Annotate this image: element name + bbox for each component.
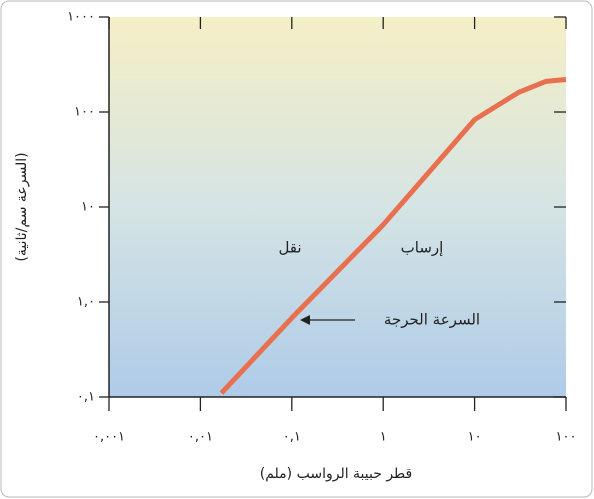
- annotation: السرعة الحرجة: [384, 311, 480, 329]
- y-tick-label: ١٠٠٠: [67, 10, 95, 25]
- annotation: نقل: [278, 239, 301, 257]
- x-axis-title: قطر حبيبة الرواسب (ملم): [260, 466, 412, 482]
- y-tick-label: ١٠٠: [74, 105, 95, 120]
- y-axis-title: (السرعة سم/ثانية): [14, 152, 30, 261]
- arrow-head: [300, 315, 310, 325]
- y-tick-label: ١٠: [81, 200, 95, 215]
- annotation: إرساب: [401, 239, 444, 257]
- x-tick-label: ١: [380, 430, 387, 445]
- x-tick-label: ٠,٠١: [188, 430, 213, 445]
- x-tick-label: ٠,٠٠١: [93, 430, 125, 445]
- line: [219, 76, 567, 395]
- y-tick-label: ١,٠: [77, 295, 95, 310]
- x-tick-label: ١٠: [468, 430, 482, 445]
- plot-area: [109, 17, 566, 397]
- y-tick-label: ٠,١: [77, 390, 95, 405]
- x-tick-label: ٠,١: [283, 430, 301, 445]
- x-tick-label: ١٠٠: [556, 430, 577, 445]
